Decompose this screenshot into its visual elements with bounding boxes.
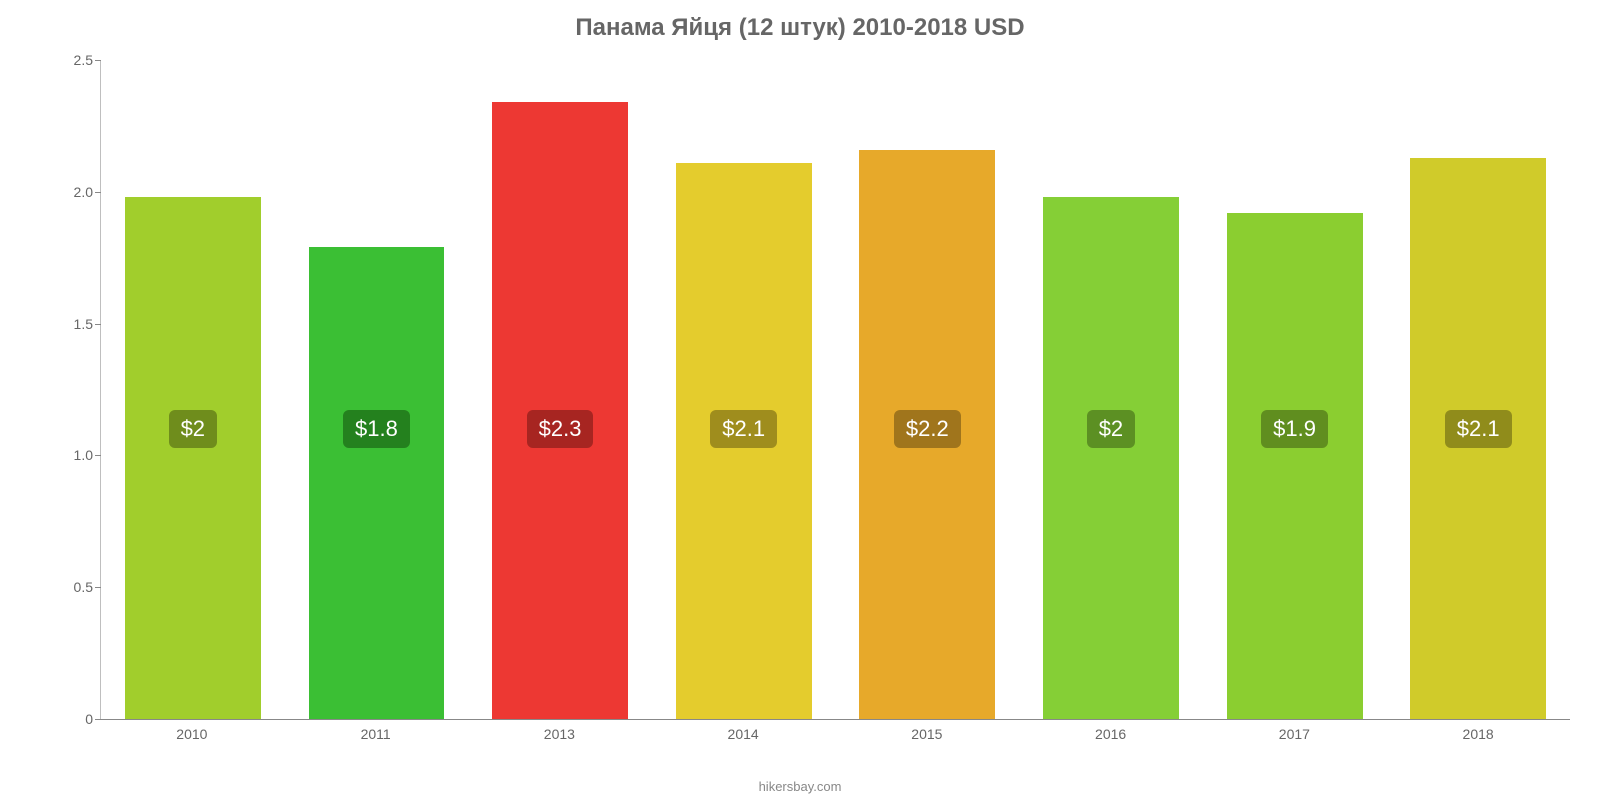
x-tick-label: 2014 xyxy=(651,720,835,750)
x-tick-label: 2018 xyxy=(1386,720,1570,750)
plot-region: $2$1.8$2.3$2.1$2.2$2$1.9$2.1 00.51.01.52… xyxy=(100,60,1570,720)
bar: $2.3 xyxy=(492,102,628,719)
bar-value-label: $2.3 xyxy=(527,410,594,448)
y-tick-label: 0 xyxy=(85,711,101,727)
x-axis-labels: 20102011201320142015201620172018 xyxy=(100,720,1570,750)
x-tick-label: 2013 xyxy=(468,720,652,750)
y-tick-label: 2.5 xyxy=(74,52,101,68)
x-tick-label: 2015 xyxy=(835,720,1019,750)
bar-value-label: $1.8 xyxy=(343,410,410,448)
bar-value-label: $2.1 xyxy=(1445,410,1512,448)
chart-title: Панама Яйця (12 штук) 2010-2018 USD xyxy=(0,0,1600,50)
bar: $1.8 xyxy=(309,247,445,719)
bar-slot: $2 xyxy=(101,60,285,719)
bar-slot: $2.2 xyxy=(836,60,1020,719)
x-tick-label: 2017 xyxy=(1203,720,1387,750)
bar-value-label: $2 xyxy=(169,410,217,448)
x-tick-label: 2010 xyxy=(100,720,284,750)
bar-slot: $2.3 xyxy=(468,60,652,719)
bar-slot: $2 xyxy=(1019,60,1203,719)
bar-slot: $1.9 xyxy=(1203,60,1387,719)
bar-value-label: $2 xyxy=(1087,410,1135,448)
bar-value-label: $2.2 xyxy=(894,410,961,448)
y-tick-label: 1.0 xyxy=(74,447,101,463)
x-tick-label: 2011 xyxy=(284,720,468,750)
bar: $2 xyxy=(1043,197,1179,719)
bar-slot: $2.1 xyxy=(1386,60,1570,719)
bar-value-label: $2.1 xyxy=(710,410,777,448)
bar: $2.1 xyxy=(1410,158,1546,719)
bar-slot: $2.1 xyxy=(652,60,836,719)
footer-credit: hikersbay.com xyxy=(0,779,1600,794)
bar-value-label: $1.9 xyxy=(1261,410,1328,448)
chart-area: $2 $1.8 $2.3 $2.1 $2.2 $2 $1.9 $2.1 0 0.5 1.0 1.5 2… xyxy=(60,60,1580,750)
x-tick-label: 2016 xyxy=(1019,720,1203,750)
bar: $2.1 xyxy=(676,163,812,719)
bar: $1.9 xyxy=(1227,213,1363,719)
y-tick-label: 2.0 xyxy=(74,184,101,200)
y-tick-label: 1.5 xyxy=(74,316,101,332)
y-tick-label: 0.5 xyxy=(74,579,101,595)
bar: $2 xyxy=(125,197,261,719)
bar-slot: $1.8 xyxy=(285,60,469,719)
bar: $2.2 xyxy=(859,150,995,719)
bars-container: $2 $1.8 $2.3 $2.1 $2.2 $2 $1.9 $2.1 xyxy=(101,60,1570,719)
